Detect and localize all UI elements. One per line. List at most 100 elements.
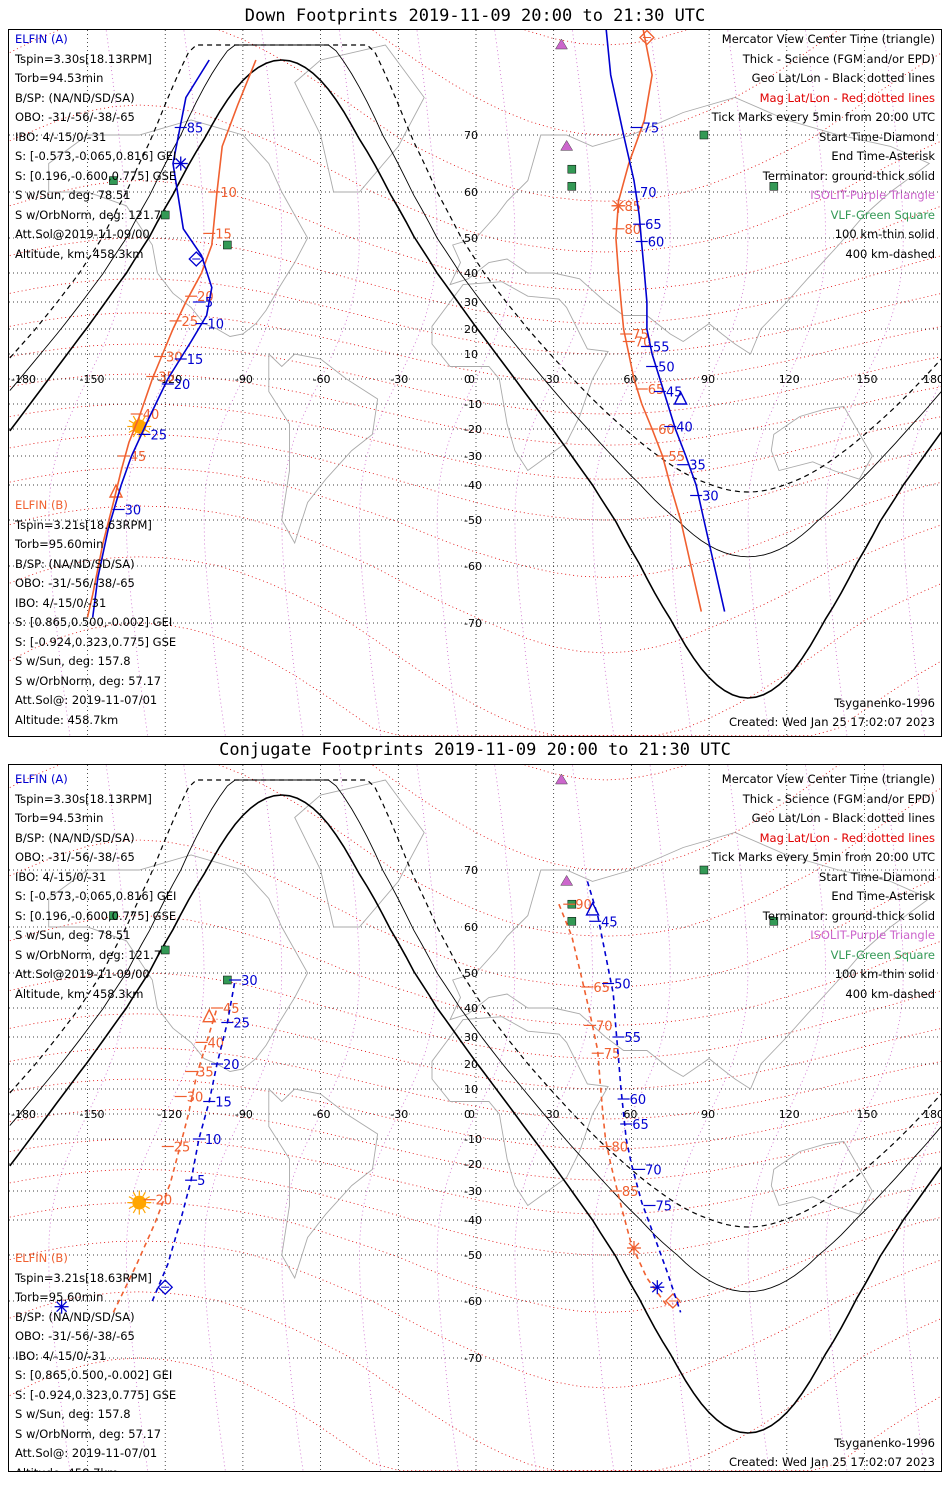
sun-ray (128, 1196, 134, 1200)
sun-disk (132, 1195, 147, 1210)
info-line: S w/Sun, deg: 157.8 (15, 1407, 131, 1421)
tick-label: 40 (676, 421, 693, 436)
terminator-group (9, 44, 941, 699)
center-time-triangle-icon (202, 1008, 217, 1023)
sun-ray (145, 1205, 150, 1210)
elfin-a-info: ELFIN (A) Tspin=3.30s[18.13RPM] Torb=94.53… (15, 30, 176, 264)
tick-label: 50 (614, 978, 631, 993)
elfin-a-track-east-line (605, 30, 726, 612)
continent-outline (268, 1087, 379, 1280)
lon-tick-label: 30 (546, 1108, 560, 1121)
tick-label: 45 (130, 450, 147, 465)
isolit-triangle-icon (555, 38, 568, 50)
lat-tick-label: 10 (464, 348, 478, 361)
legend-item: Start Time-Diamond (819, 129, 935, 144)
continent-outline (294, 44, 425, 193)
info-line: S: [-0.924,0.323,0.775] GSE (15, 1387, 177, 1402)
tick-label: 5 (197, 1174, 205, 1189)
info-line: Torb=95.60min (15, 537, 104, 551)
elfin-b-info: ELFIN (B) Tspin=3.21s[18.63RPM] Torb=95.60… (15, 1249, 177, 1471)
tick-label: 10 (205, 1133, 222, 1148)
axis-labels: -180 -150 -120 -90 -60 -30 0 30 60 90 120 150 180706… (11, 864, 941, 1365)
tick-label: 65 (593, 981, 610, 996)
panel-title-conjugate: Conjugate Footprints 2019-11-09 20:00 to… (219, 740, 731, 760)
lat-tick-label: -20 (464, 1158, 482, 1171)
tick-label: 70 (596, 1019, 613, 1034)
tick-label: 40 (207, 1036, 224, 1051)
tick-label: 20 (156, 1194, 173, 1209)
tick-label: 65 (645, 218, 662, 233)
sun-ray (132, 415, 137, 421)
info-line: B/SP: (NA/ND/SD/SA) (15, 830, 135, 845)
lon-tick-label: -120 (157, 373, 182, 386)
lon-tick-label: 120 (779, 373, 800, 386)
lat-tick-label: 30 (464, 296, 478, 309)
info-line: S w/OrbNorm, deg: 121.7 (15, 947, 162, 962)
map-panel-conjugate: -180 -150 -120 -90 -60 -30 0 30 60 90 120 150 180 70 6… (8, 764, 942, 1472)
lat-tick-label: -40 (464, 479, 482, 492)
lon-tick-label: 120 (779, 1108, 800, 1121)
terminator-ground (9, 59, 941, 699)
tick-label: 65 (648, 383, 665, 398)
lat-tick-label: 20 (464, 1058, 478, 1071)
tick-label: 80 (612, 1141, 629, 1156)
mag-lat-line (370, 30, 841, 136)
lat-tick-label: 10 (464, 1083, 478, 1096)
lon-tick-label: 0 (468, 1108, 475, 1121)
lat-tick-label: 40 (464, 1002, 478, 1015)
vlf-square-icon (160, 210, 170, 220)
elfin-a-info: ELFIN (A) Tspin=3.30s[18.13RPM] Torb=94.53… (15, 770, 176, 1004)
mag-lat-line (370, 765, 841, 871)
mag-lat-line (9, 1138, 941, 1215)
end-asterisk-icon (628, 1242, 640, 1254)
info-line: IBO: 4/-15/0/-31 (15, 595, 107, 610)
legend-item: VLF-Green Square (830, 207, 935, 222)
mag-lat-line (9, 278, 941, 355)
model-label: Tsyganenko-1996 (834, 696, 935, 710)
info-line: Tspin=3.21s[18.63RPM] (15, 1270, 152, 1285)
mag-lat-line (9, 403, 941, 480)
tick-label: 55 (624, 1031, 641, 1046)
info-line: Tspin=3.30s[18.13RPM] (15, 51, 152, 66)
sun-ray (145, 1196, 150, 1200)
info-line: B/SP: (NA/ND/SD/SA) (15, 556, 135, 571)
tick-label: 10 (207, 318, 224, 333)
end-asterisk-icon (56, 1301, 68, 1313)
terminator-100km (9, 779, 941, 1293)
info-line: B/SP: (NA/ND/SD/SA) (15, 1309, 135, 1324)
tick-label: 90 (575, 898, 592, 913)
vlf-square-icon (567, 917, 577, 926)
legend-item: Mag Lat/Lon - Red dotted lines (759, 90, 935, 105)
tick-label: 20 (223, 1058, 240, 1073)
tick-label: 75 (656, 1200, 673, 1215)
legend-item: 100 km-thin solid (834, 227, 935, 241)
info-line: S w/OrbNorm, deg: 57.17 (15, 1426, 162, 1441)
info-line: S: [-0.573,-0.065,0.816] GEI (15, 149, 177, 163)
elfin-a-track-west: 85 5 10 15 20 25 30 (91, 59, 224, 618)
coastlines (48, 779, 931, 1280)
lat-tick-label: 50 (464, 967, 478, 980)
info-line: ELFIN (B) (15, 1251, 68, 1265)
lat-tick-label: -40 (464, 1214, 482, 1227)
mag-lat-line (9, 1202, 941, 1313)
info-line: Altitude: 458.7km (15, 712, 119, 727)
legend-item: Terminator: ground-thick solid (762, 168, 935, 183)
continent-outline (431, 281, 609, 472)
terminator-100km (9, 44, 941, 558)
model-label: Tsyganenko-1996 (834, 1436, 935, 1450)
vlf-square-icon (567, 182, 577, 191)
lon-tick-label: 60 (623, 1108, 637, 1121)
lat-tick-label: -30 (464, 450, 482, 463)
info-line: IBO: 4/-15/0/-31 (15, 1348, 107, 1363)
legend-item: ISOLIT-Purple Triangle (810, 188, 935, 202)
info-line: Tspin=3.21s[18.63RPM] (15, 517, 152, 532)
vlf-square-icon (769, 917, 779, 926)
tick-label: 30 (125, 504, 142, 519)
tick-label: 20 (174, 378, 191, 393)
tick-label: 60 (658, 423, 675, 438)
info-line: Altitude, km: 458.3km (15, 246, 144, 261)
continent-outline (449, 832, 931, 1090)
isolit-triangle-icon (560, 139, 574, 151)
tick-label: 70 (645, 1163, 662, 1178)
info-line: Att.Sol@2019-11-09/00 (15, 227, 150, 241)
